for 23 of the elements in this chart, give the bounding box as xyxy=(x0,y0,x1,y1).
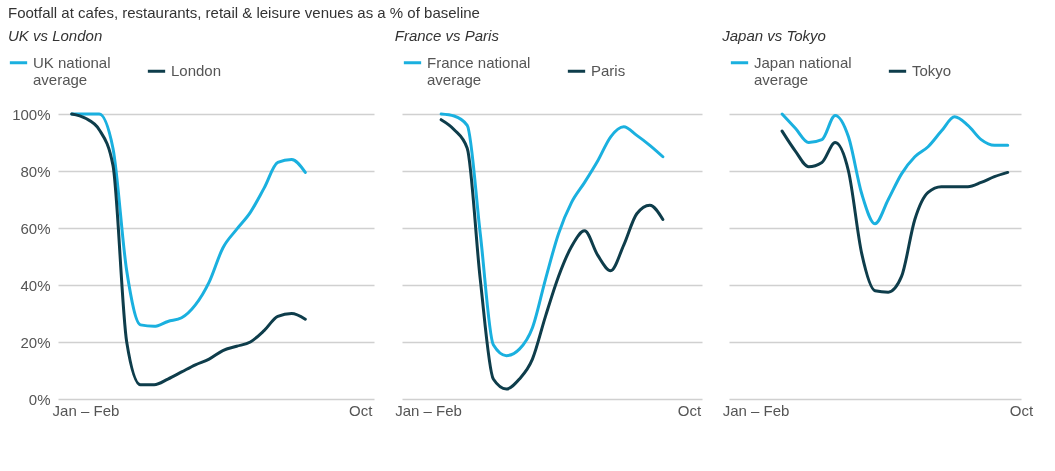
y-tick-label: 60% xyxy=(20,219,51,237)
chart-subtitle: France vs Paris xyxy=(394,27,500,44)
x-tick-label: Jan – Feb xyxy=(722,401,790,419)
x-tick-label: Oct xyxy=(677,401,702,419)
y-tick-label: 20% xyxy=(20,333,51,351)
legend-label: London xyxy=(171,62,222,80)
y-tick-label: 100% xyxy=(12,105,51,123)
y-tick-label: 80% xyxy=(20,162,51,180)
x-tick-label: Oct xyxy=(349,401,374,419)
legend-label: UK national average xyxy=(33,53,111,88)
chart-subtitle: Japan vs Tokyo xyxy=(721,27,826,44)
x-tick-label: Oct xyxy=(1009,401,1034,419)
chart-subtitle: UK vs London xyxy=(8,27,103,44)
x-tick-label: Jan – Feb xyxy=(395,401,462,419)
chart-title: Footfall at cafes, restaurants, retail & leisure venues as a % of baseline xyxy=(8,4,480,21)
legend-label: Tokyo xyxy=(912,62,952,80)
line-series xyxy=(70,112,307,387)
legend-label: France national average xyxy=(427,53,531,88)
legend-label: Paris xyxy=(591,62,626,80)
legend-label: Japan national average xyxy=(754,53,852,88)
y-tick-label: 0% xyxy=(28,390,51,408)
x-tick-label: Jan – Feb xyxy=(52,401,120,419)
y-tick-label: 40% xyxy=(20,276,51,294)
